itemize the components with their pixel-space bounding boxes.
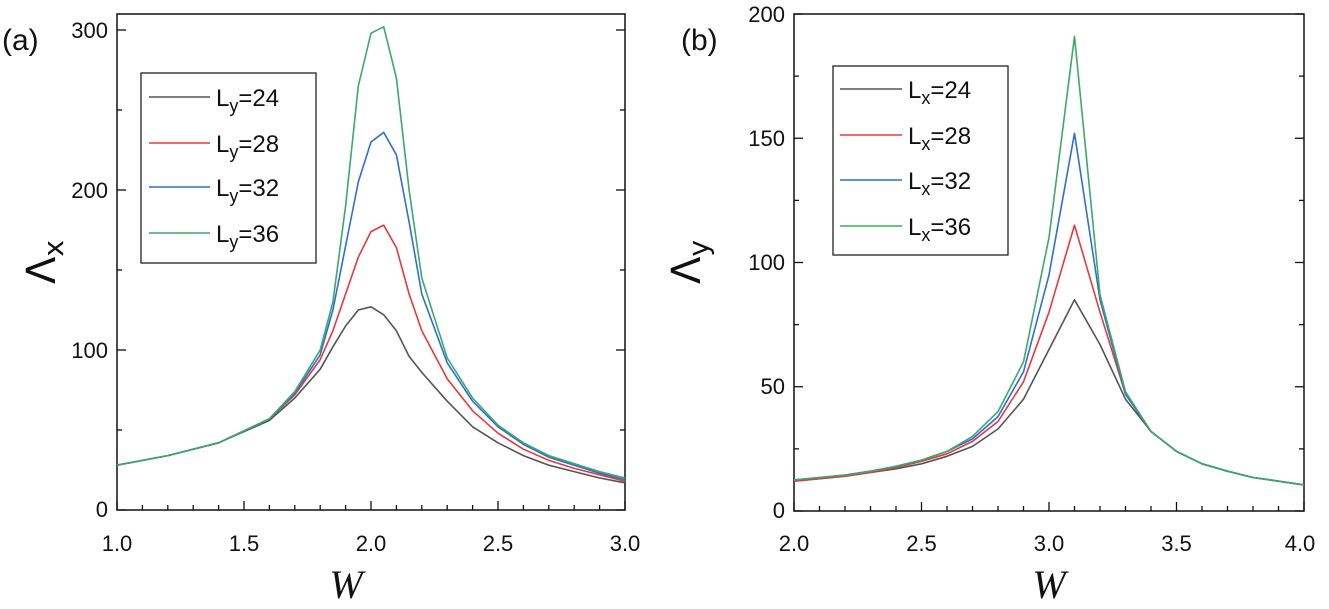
panel-b-series-line — [793, 298, 1305, 486]
panel-a-label: (a) — [2, 24, 39, 57]
panel-a-xtick-label: 3.0 — [610, 531, 641, 556]
panel-a-ylabel-main: Λ — [19, 256, 65, 284]
panel-b-ylabel: Λy — [664, 240, 715, 284]
panel-b-xtick-label: 2.0 — [779, 531, 810, 556]
panel-b-series-line — [793, 224, 1305, 486]
panel-a-ticks — [116, 29, 626, 511]
panel-b-xtick-label: 3.0 — [1034, 531, 1065, 556]
panel-b-ylabel-main: Λ — [664, 256, 710, 284]
panel-a-xtick-label: 2.5 — [483, 531, 514, 556]
panel-a-legend-frame — [140, 72, 317, 264]
legend-entry: Lx=32 — [908, 168, 971, 199]
panel-a-ytick-label: 100 — [71, 338, 108, 363]
panel-b-label: (b) — [681, 24, 718, 57]
panel-b-legend: Lx=24 Lx=28 Lx=32 Lx=36 — [832, 65, 1009, 256]
legend-entry: Lx=36 — [908, 214, 971, 245]
panel-a-series-line — [116, 25, 626, 479]
panel-a-ylabel: Λx — [19, 240, 70, 284]
panel-b-ytick-label: 50 — [761, 374, 785, 399]
legend-entry: Ly=28 — [216, 131, 279, 162]
svg-text:Λx: Λx — [19, 240, 70, 284]
legend-entry: Lx=24 — [908, 77, 971, 108]
panel-a-legend: Ly=24 Ly=28 Ly=32 Ly=36 — [140, 72, 317, 264]
panel-a-ytick-label: 0 — [96, 497, 108, 522]
panel-b-ytick-label: 200 — [748, 2, 785, 27]
panel-a-xtick-label: 2.0 — [356, 531, 387, 556]
panel-a-xtick-label: 1.0 — [102, 531, 133, 556]
panel-b-legend-frame — [832, 65, 1009, 256]
panel-b-ytick-label: 0 — [773, 498, 785, 523]
panel-a-xlabel: W — [329, 562, 366, 607]
panel-a-ytick-label: 200 — [71, 178, 108, 203]
panel-a-yticklabels: 0 100 200 300 — [71, 18, 108, 522]
panel-a-xticklabels: 1.0 1.5 2.0 2.5 3.0 — [102, 531, 641, 556]
legend-entry: Ly=36 — [216, 221, 279, 252]
svg-text:Λy: Λy — [664, 240, 715, 284]
panel-b-ticks — [793, 13, 1305, 512]
panel-b-yticklabels: 0 50 100 150 200 — [748, 2, 785, 523]
legend-entry: Ly=24 — [216, 85, 279, 116]
panel-a: (a) 1.0 1.5 2.0 2.5 3.0 0 100 200 300 W … — [2, 13, 641, 607]
panel-b-xticklabels: 2.0 2.5 3.0 3.5 4.0 — [779, 531, 1316, 556]
panel-a-ytick-label: 300 — [71, 18, 108, 43]
panel-b-xtick-label: 4.0 — [1285, 531, 1316, 556]
legend-entry: Lx=28 — [908, 123, 971, 154]
panel-a-series-line — [116, 224, 626, 482]
panel-b-xtick-label: 2.5 — [906, 531, 937, 556]
panel-b-ytick-label: 150 — [748, 126, 785, 151]
panel-a-xtick-label: 1.5 — [229, 531, 260, 556]
legend-entry: Ly=32 — [216, 175, 279, 206]
panel-b-series-line — [793, 35, 1305, 486]
panel-b-ytick-label: 100 — [748, 250, 785, 275]
panel-b-xtick-label: 3.5 — [1161, 531, 1192, 556]
panel-b-xlabel: W — [1032, 562, 1069, 607]
panel-b-ylabel-sub: y — [682, 240, 715, 257]
panel-a-ylabel-sub: x — [37, 240, 70, 257]
panel-b-series — [793, 35, 1305, 486]
panel-a-series — [116, 25, 626, 484]
panel-b: (b) 2.0 2.5 3.0 3.5 4.0 0 50 100 150 200… — [664, 2, 1315, 607]
panel-a-series-line — [116, 305, 626, 484]
